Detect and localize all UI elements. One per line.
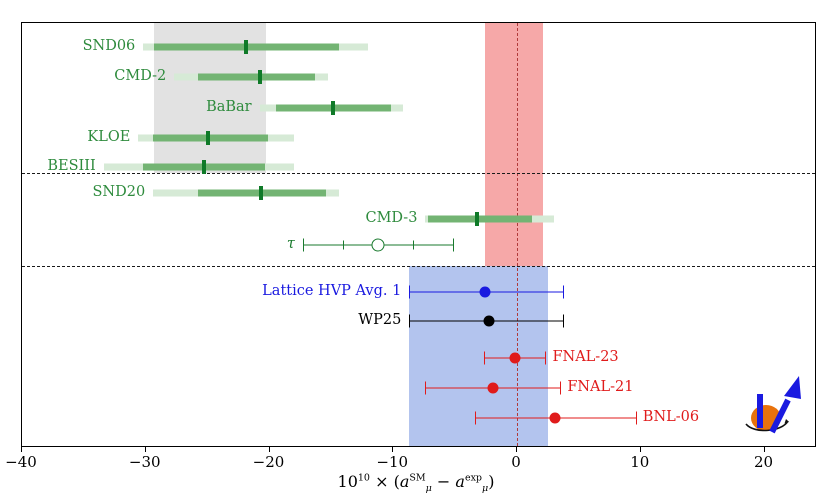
separator-1 — [22, 173, 815, 174]
x-tick-label: −20 — [252, 453, 285, 471]
xlabel-prefix: 10 — [337, 472, 358, 491]
xlabel-a-exp-sub: μ — [482, 483, 489, 495]
spin-arrow-diagonal-icon — [769, 398, 791, 434]
error-cap-high — [560, 381, 562, 395]
xlabel-exponent: 10 — [357, 472, 370, 484]
series-label-cmd-2: CMD-2 — [114, 68, 167, 84]
series-label-fnal-23: FNAL-23 — [552, 349, 619, 365]
series-label-besiii: BESIII — [47, 158, 96, 174]
inner-cap-high — [413, 240, 415, 250]
central-value-point — [487, 382, 499, 394]
error-cap-low — [425, 381, 427, 395]
x-tick-mark — [639, 447, 641, 452]
x-tick-mark — [763, 447, 765, 452]
series-label-snd20: SND20 — [92, 184, 146, 200]
series-label-wp25: WP25 — [358, 312, 402, 328]
central-value-marker — [258, 186, 263, 200]
series-label-lattice-hvp-avg-1: Lattice HVP Avg. 1 — [262, 283, 402, 299]
x-axis-label: 1010 × (aSMμ − aexpμ) — [0, 472, 832, 494]
error-cap-high — [545, 351, 547, 365]
series-label-kloe: KLOE — [87, 129, 131, 145]
central-value-marker — [201, 160, 206, 174]
separator-2 — [22, 266, 815, 267]
series-label-: τ — [286, 236, 295, 252]
error-cap-low — [409, 314, 411, 328]
x-tick-label: −30 — [128, 453, 161, 471]
central-value-point — [509, 352, 521, 364]
muon-spin-logo — [745, 376, 801, 434]
central-value-point — [549, 412, 561, 424]
outer-cap-low — [302, 238, 304, 252]
series-label-fnal-21: FNAL-21 — [567, 379, 634, 395]
xlabel-a-sm-sup: SM — [409, 472, 426, 484]
xlabel-close-paren: ) — [488, 472, 495, 491]
x-tick-label: 10 — [630, 453, 650, 471]
error-cap-high — [635, 411, 637, 425]
error-cap-low — [483, 351, 485, 365]
xlabel-a-sm-sub: μ — [425, 483, 432, 495]
central-value-point — [479, 286, 491, 298]
series-label-cmd-3: CMD-3 — [365, 210, 418, 226]
zero-reference-line — [517, 23, 518, 446]
tau-central-marker — [371, 238, 385, 252]
error-cap-high — [562, 314, 564, 328]
inner-cap-low — [342, 240, 344, 250]
inner-uncertainty-bar — [197, 73, 316, 81]
x-tick-label: −10 — [376, 453, 409, 471]
central-value-marker — [330, 101, 335, 115]
central-value-marker — [205, 131, 210, 145]
central-value-marker — [243, 40, 248, 54]
series-label-snd06: SND06 — [82, 38, 136, 54]
x-tick-label: −40 — [5, 453, 37, 471]
blue-lattice-band — [409, 266, 548, 446]
plot-area — [21, 22, 816, 447]
outer-cap-high — [452, 238, 454, 252]
xlabel-a-sm: a — [399, 472, 410, 491]
error-cap-high — [562, 285, 564, 299]
x-tick-mark — [392, 447, 394, 452]
central-value-marker — [257, 70, 262, 84]
x-tick-label: 20 — [753, 453, 774, 471]
x-tick-mark — [516, 447, 517, 452]
xlabel-a-exp: a — [455, 472, 465, 491]
orbit-arrowhead-icon — [784, 419, 789, 424]
xlabel-open-paren: ( — [393, 472, 400, 491]
x-tick-mark — [144, 447, 146, 452]
x-tick-mark — [268, 447, 270, 452]
inner-uncertainty-bar — [153, 134, 269, 142]
spin-orbit-icon — [745, 420, 789, 432]
xlabel-times: × — [375, 472, 389, 491]
central-value-point — [483, 315, 495, 327]
x-tick-mark — [21, 447, 22, 452]
xlabel-minus: − — [436, 472, 451, 491]
error-cap-low — [409, 285, 411, 299]
inner-uncertainty-bar — [427, 215, 532, 223]
series-label-babar: BaBar — [206, 99, 252, 115]
x-tick-label: 0 — [511, 453, 521, 471]
error-cap-low — [474, 411, 476, 425]
spin-arrowhead-icon — [784, 376, 801, 399]
central-value-marker — [475, 212, 480, 226]
series-label-bnl-06: BNL-06 — [642, 409, 700, 425]
xlabel-a-exp-sup: exp — [464, 472, 483, 484]
